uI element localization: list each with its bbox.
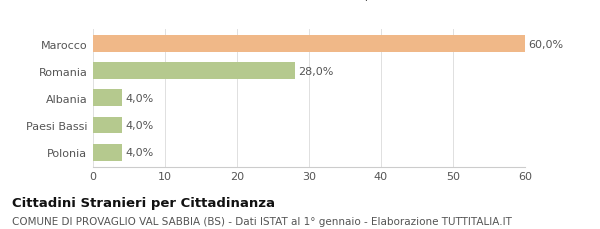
Text: 28,0%: 28,0% <box>298 66 334 76</box>
Bar <box>93 117 122 134</box>
Text: 60,0%: 60,0% <box>529 39 564 49</box>
Text: Cittadini Stranieri per Cittadinanza: Cittadini Stranieri per Cittadinanza <box>12 196 275 209</box>
Text: 4,0%: 4,0% <box>125 120 154 131</box>
Text: 4,0%: 4,0% <box>125 93 154 104</box>
Legend: Africa, Europa: Africa, Europa <box>232 0 386 6</box>
Bar <box>93 36 525 53</box>
Bar <box>93 63 295 80</box>
Bar <box>93 90 122 107</box>
Bar <box>93 144 122 161</box>
Text: 4,0%: 4,0% <box>125 147 154 158</box>
Text: COMUNE DI PROVAGLIO VAL SABBIA (BS) - Dati ISTAT al 1° gennaio - Elaborazione TU: COMUNE DI PROVAGLIO VAL SABBIA (BS) - Da… <box>12 216 512 226</box>
